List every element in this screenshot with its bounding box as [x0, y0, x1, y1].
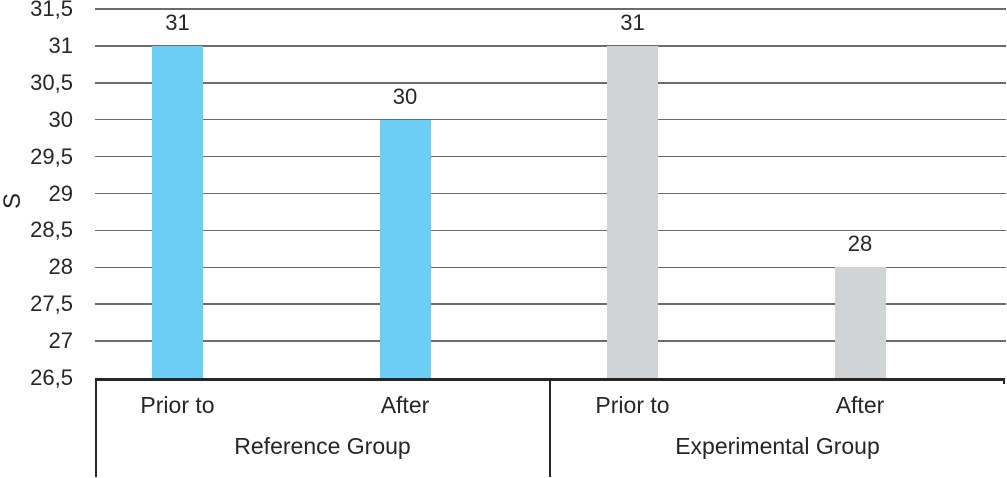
category-label: After: [835, 392, 885, 418]
bar-data-label: 28: [847, 231, 873, 257]
bar-experimental-after: [834, 267, 886, 378]
gridline: [95, 340, 1006, 342]
y-tick-label: 31,5: [30, 0, 73, 21]
y-tick-label: 26,5: [30, 365, 73, 390]
gridline: [95, 155, 1006, 158]
gridline: [95, 192, 1006, 195]
bar-reference-after: [379, 119, 431, 378]
category-label: After: [380, 392, 430, 418]
gridline: [95, 303, 1006, 305]
group-label: Reference Group: [234, 433, 411, 459]
y-tick-label: 27: [48, 328, 73, 354]
bar-data-label: 31: [165, 9, 190, 35]
axis-left-border: [95, 378, 97, 477]
y-tick-label: 29,5: [30, 143, 73, 169]
gridline: [95, 266, 1006, 269]
gridline: [95, 45, 1006, 47]
category-label: Prior to: [140, 392, 215, 418]
y-tick-label: 31: [48, 32, 73, 58]
y-tick-label: 27,5: [30, 291, 73, 317]
gridline: [95, 118, 1006, 121]
y-tick-label: 30,5: [30, 69, 73, 95]
bar-reference-prior-to: [152, 45, 203, 378]
y-tick-label: 30: [48, 106, 73, 132]
bar-experimental-prior-to: [607, 45, 658, 378]
bar-data-label: 31: [620, 9, 645, 35]
y-tick-label: 29: [48, 180, 73, 206]
bar-data-label: 30: [392, 83, 418, 109]
group-label: Experimental Group: [675, 433, 880, 459]
gridline: [95, 229, 1006, 232]
gridline: [95, 8, 1006, 10]
group-divider: [549, 378, 551, 477]
category-label: Prior to: [595, 392, 670, 418]
gridline: [95, 82, 1006, 84]
y-tick-label: 28: [48, 254, 73, 280]
y-tick-label: 28,5: [30, 217, 73, 243]
axis-right-tick: [1003, 378, 1005, 384]
